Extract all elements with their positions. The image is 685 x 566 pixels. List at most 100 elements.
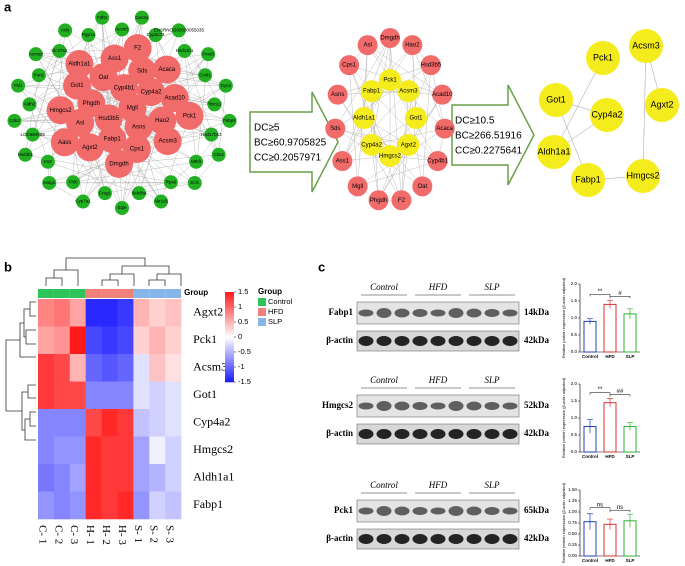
network-node [134, 10, 149, 25]
filter-criterion: BC≥266.51916 [455, 131, 522, 142]
annotation-cell [165, 289, 182, 298]
node-label: Pck1 [183, 113, 197, 119]
column-label: S- 3 [164, 525, 176, 544]
heatmap-cell [133, 409, 150, 437]
node-label: Akr1d1 [154, 199, 169, 204]
network-edge [73, 161, 197, 183]
node-label: Mthfr [191, 159, 202, 164]
network-node [63, 71, 92, 100]
colorbar-segment [225, 377, 234, 381]
network-node [645, 88, 679, 122]
node-label: Hao2 [155, 118, 170, 124]
group-label: HFD [428, 480, 448, 490]
node-label: Fhl1 [14, 83, 23, 88]
colorbar-segment [225, 337, 234, 340]
heatmap-cell [38, 381, 55, 410]
network-node [115, 22, 129, 37]
colorbar-tick-label: -1.5 [238, 377, 251, 386]
blot-band [502, 309, 518, 317]
node-label: Cyp4a2 [591, 109, 622, 119]
y-tick-label: 1.5 [571, 398, 578, 403]
node-label: Acly [61, 28, 70, 33]
error-bar [627, 422, 633, 431]
colorbar-tick-label: 0.5 [238, 317, 248, 326]
blot-band [466, 506, 482, 516]
blot-band [358, 534, 374, 544]
node-label: Rps6 [166, 179, 177, 184]
node-label: LOC684988 [21, 132, 46, 137]
blot-band [376, 534, 392, 544]
blot-band [430, 429, 446, 439]
heatmap-cell [101, 464, 118, 492]
annotation-cell [117, 289, 134, 298]
colorbar-segment [225, 375, 234, 378]
blot-label: β-actin [326, 335, 353, 345]
blot-band [394, 534, 410, 544]
network-node [222, 113, 237, 128]
blot-band [502, 402, 518, 410]
node-label: Fabp1 [363, 89, 381, 95]
node-label: Acmsd [29, 51, 43, 56]
node-label: Oat [417, 184, 427, 190]
filter-arrow [451, 84, 535, 186]
row-label: Fabp1 [193, 497, 223, 511]
significance-label: ** [598, 289, 603, 295]
network-edge [29, 30, 66, 105]
network-node [539, 83, 573, 117]
network-node [211, 147, 226, 162]
heatmap-cell [133, 491, 150, 520]
heatmap-cell [117, 491, 134, 520]
blot-band [484, 507, 500, 515]
error-bar [627, 513, 633, 528]
heatmap-cell [69, 326, 86, 355]
blot-size: 14kDa [524, 307, 550, 317]
colorbar-segment [225, 321, 234, 324]
network-edge [412, 45, 445, 129]
node-label: Irs2 [44, 159, 52, 164]
network-node [18, 147, 33, 162]
network-node [380, 28, 400, 48]
significance-label: ## [617, 389, 624, 395]
blot-band [376, 401, 392, 411]
node-label: F2 [134, 46, 142, 52]
network-node [148, 28, 163, 43]
heatmap-cell [117, 299, 134, 327]
y-axis-title: Relative protein expression (β-actin adj… [561, 482, 566, 563]
panel-label: b [4, 259, 12, 274]
legend-label: HFD [268, 307, 284, 316]
blot-label: Fabp1 [328, 307, 353, 317]
blot-size: 42kDa [524, 335, 550, 345]
node-label: Acad10 [432, 92, 453, 98]
column-label: S- 2 [148, 525, 160, 543]
heatmap-cell [101, 299, 118, 327]
colorbar-segment [225, 334, 234, 338]
y-axis-title: Relative protein expression (β-actin adj… [561, 377, 566, 458]
column-label: H- 2 [100, 525, 112, 545]
network-edge [335, 37, 391, 129]
colorbar-segment [225, 370, 234, 374]
node-label: Ecl1 [190, 180, 199, 185]
node-label: Cyp4b1 [114, 86, 135, 92]
error-bar [607, 398, 613, 407]
blot-band [430, 402, 446, 410]
annotation-cell [53, 289, 70, 298]
heatmap-cell [53, 491, 71, 520]
heatmap-cell [149, 326, 166, 355]
significance-bracket [589, 392, 611, 395]
row-label: Acsm3 [193, 360, 227, 374]
group-label: SLP [484, 480, 500, 490]
x-tick-label: SLP [626, 558, 635, 563]
significance-label: # [618, 291, 622, 297]
node-label: Ass1 [108, 56, 122, 62]
heatmap-cell [85, 491, 102, 520]
colorbar-segment [225, 294, 234, 297]
heatmap-cell [38, 436, 55, 465]
significance-label: ns [597, 502, 603, 508]
network-edge [139, 182, 195, 194]
node-label: Fhl0 [69, 179, 78, 184]
network-node [75, 194, 90, 209]
node-label: Fdft1 [97, 15, 108, 20]
blot-band [412, 309, 428, 317]
network-node [31, 68, 46, 83]
heatmap-cell [149, 409, 166, 437]
